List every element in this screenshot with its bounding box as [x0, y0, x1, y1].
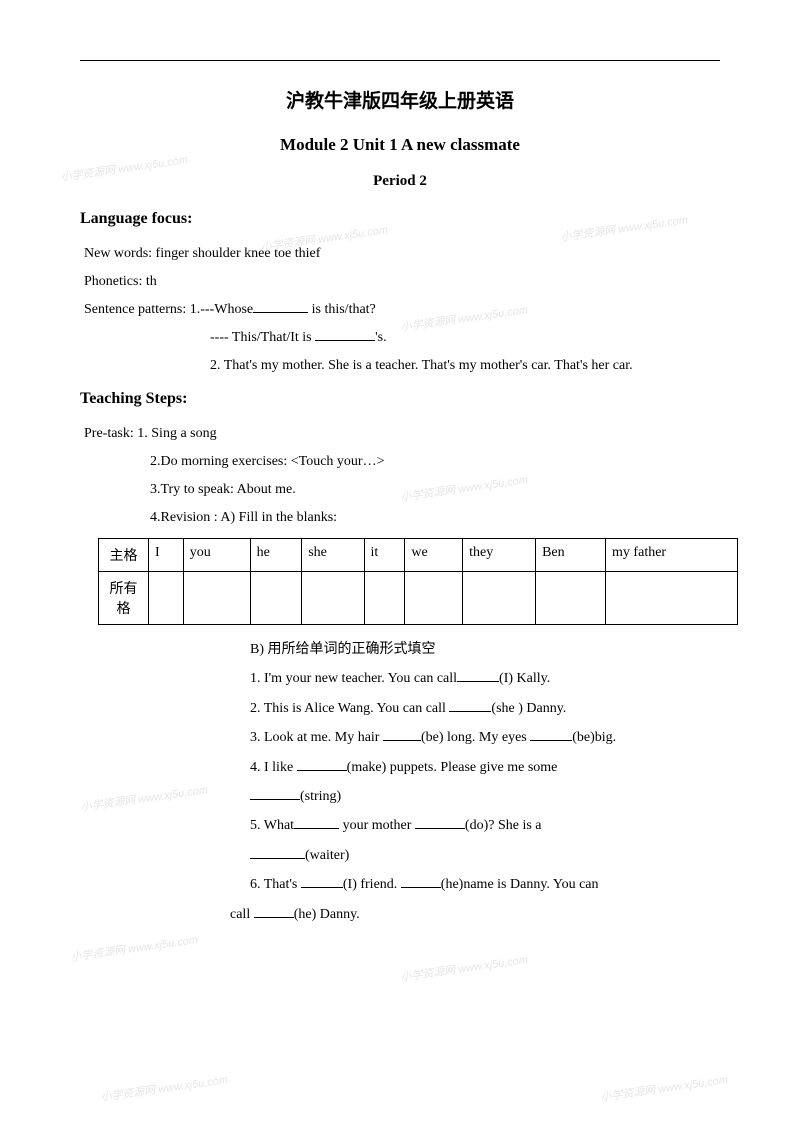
watermark: 小学资源网 www.xj5u.com [100, 1071, 229, 1105]
blank [449, 698, 491, 712]
cell [536, 572, 606, 625]
title-main: 沪教牛津版四年级上册英语 [80, 86, 720, 113]
blank [250, 845, 305, 859]
row2-label: 所有格 [99, 572, 149, 625]
q4-cont: (string) [250, 782, 720, 811]
blank [301, 874, 343, 888]
table-row: 主格 I you he she it we they Ben my father [99, 539, 738, 572]
sentence-pattern-1-answer: ---- This/That/It is 's. [210, 324, 720, 352]
title-module: Module 2 Unit 1 A new classmate [80, 135, 720, 155]
blank [254, 904, 294, 918]
cell: you [183, 539, 250, 572]
watermark: 小学资源网 www.xj5u.com [400, 951, 529, 985]
watermark: 小学资源网 www.xj5u.com [600, 1071, 729, 1105]
q5b: your mother [339, 818, 415, 833]
q2a: 2. This is Alice Wang. You can call [250, 701, 449, 716]
pattern1-ans-pre: ---- This/That/It is [210, 330, 315, 345]
blank [383, 727, 421, 741]
top-rule [80, 60, 720, 61]
cell: we [405, 539, 463, 572]
cell [183, 572, 250, 625]
q6d: call [230, 907, 254, 922]
pattern1-tail: is this/that? [308, 302, 376, 317]
cell: he [250, 539, 302, 572]
partB-heading: B) 用所给单词的正确形式填空 [250, 635, 720, 664]
cell [302, 572, 364, 625]
q5a: 5. What [250, 818, 294, 833]
q1a: 1. I'm your new teacher. You can call [250, 671, 457, 686]
table-row: 所有格 [99, 572, 738, 625]
title-period: Period 2 [80, 173, 720, 190]
blank [297, 757, 347, 771]
q6c: (he)name is Danny. You can [441, 877, 599, 892]
blank [253, 299, 308, 313]
cell [364, 572, 405, 625]
q5d: (waiter) [305, 848, 349, 863]
q2b: (she ) Danny. [491, 701, 566, 716]
q2: 2. This is Alice Wang. You can call (she… [250, 694, 720, 723]
cell: Ben [536, 539, 606, 572]
q4: 4. I like (make) puppets. Please give me… [250, 753, 720, 782]
q3c: (be)big. [572, 730, 616, 745]
cell: my father [606, 539, 738, 572]
language-focus-heading: Language focus: [80, 210, 720, 228]
q6e: (he) Danny. [294, 907, 360, 922]
q1: 1. I'm your new teacher. You can call (I)… [250, 664, 720, 693]
sentence-pattern-1: Sentence patterns: 1.---Whose is this/th… [84, 296, 720, 324]
cell [606, 572, 738, 625]
q5: 5. What your mother (do)? She is a [250, 811, 720, 840]
cell [250, 572, 302, 625]
cell: it [364, 539, 405, 572]
q4c: (string) [300, 789, 341, 804]
watermark: 小学资源网 www.xj5u.com [80, 781, 209, 815]
cell: she [302, 539, 364, 572]
pattern1-label: Sentence patterns: 1.---Whose [84, 302, 253, 317]
q4b: (make) puppets. Please give me some [347, 760, 558, 775]
blank [294, 815, 339, 829]
pattern1-ans-post: 's. [375, 330, 386, 345]
phonetics-line: Phonetics: th [84, 268, 720, 296]
cell [149, 572, 184, 625]
q3a: 3. Look at me. My hair [250, 730, 383, 745]
pronoun-table: 主格 I you he she it we they Ben my father… [98, 538, 738, 625]
q6: 6. That's (I) friend. (he)name is Danny.… [250, 870, 720, 899]
cell [463, 572, 536, 625]
pretask-4: 4.Revision : A) Fill in the blanks: [150, 504, 720, 532]
cell: they [463, 539, 536, 572]
blank [457, 668, 499, 682]
sentence-pattern-2: 2. That's my mother. She is a teacher. T… [210, 352, 720, 380]
q3b: (be) long. My eyes [421, 730, 530, 745]
row1-label: 主格 [99, 539, 149, 572]
cell: I [149, 539, 184, 572]
q5-cont: (waiter) [250, 841, 720, 870]
cell [405, 572, 463, 625]
q6a: 6. That's [250, 877, 301, 892]
blank [415, 815, 465, 829]
blank [530, 727, 572, 741]
q6b: (I) friend. [343, 877, 401, 892]
blank [250, 786, 300, 800]
pretask-3: 3.Try to speak: About me. [150, 476, 720, 504]
blank [315, 327, 375, 341]
new-words-line: New words: finger shoulder knee toe thie… [84, 240, 720, 268]
teaching-steps-heading: Teaching Steps: [80, 390, 720, 408]
pretask-1: Pre-task: 1. Sing a song [84, 420, 720, 448]
q6-cont: call (he) Danny. [230, 900, 720, 929]
blank [401, 874, 441, 888]
watermark: 小学资源网 www.xj5u.com [70, 931, 199, 965]
q3: 3. Look at me. My hair (be) long. My eye… [250, 723, 720, 752]
q1b: (I) Kally. [499, 671, 550, 686]
q5c: (do)? She is a [465, 818, 542, 833]
q4a: 4. I like [250, 760, 297, 775]
pretask-2: 2.Do morning exercises: <Touch your…> [150, 448, 720, 476]
